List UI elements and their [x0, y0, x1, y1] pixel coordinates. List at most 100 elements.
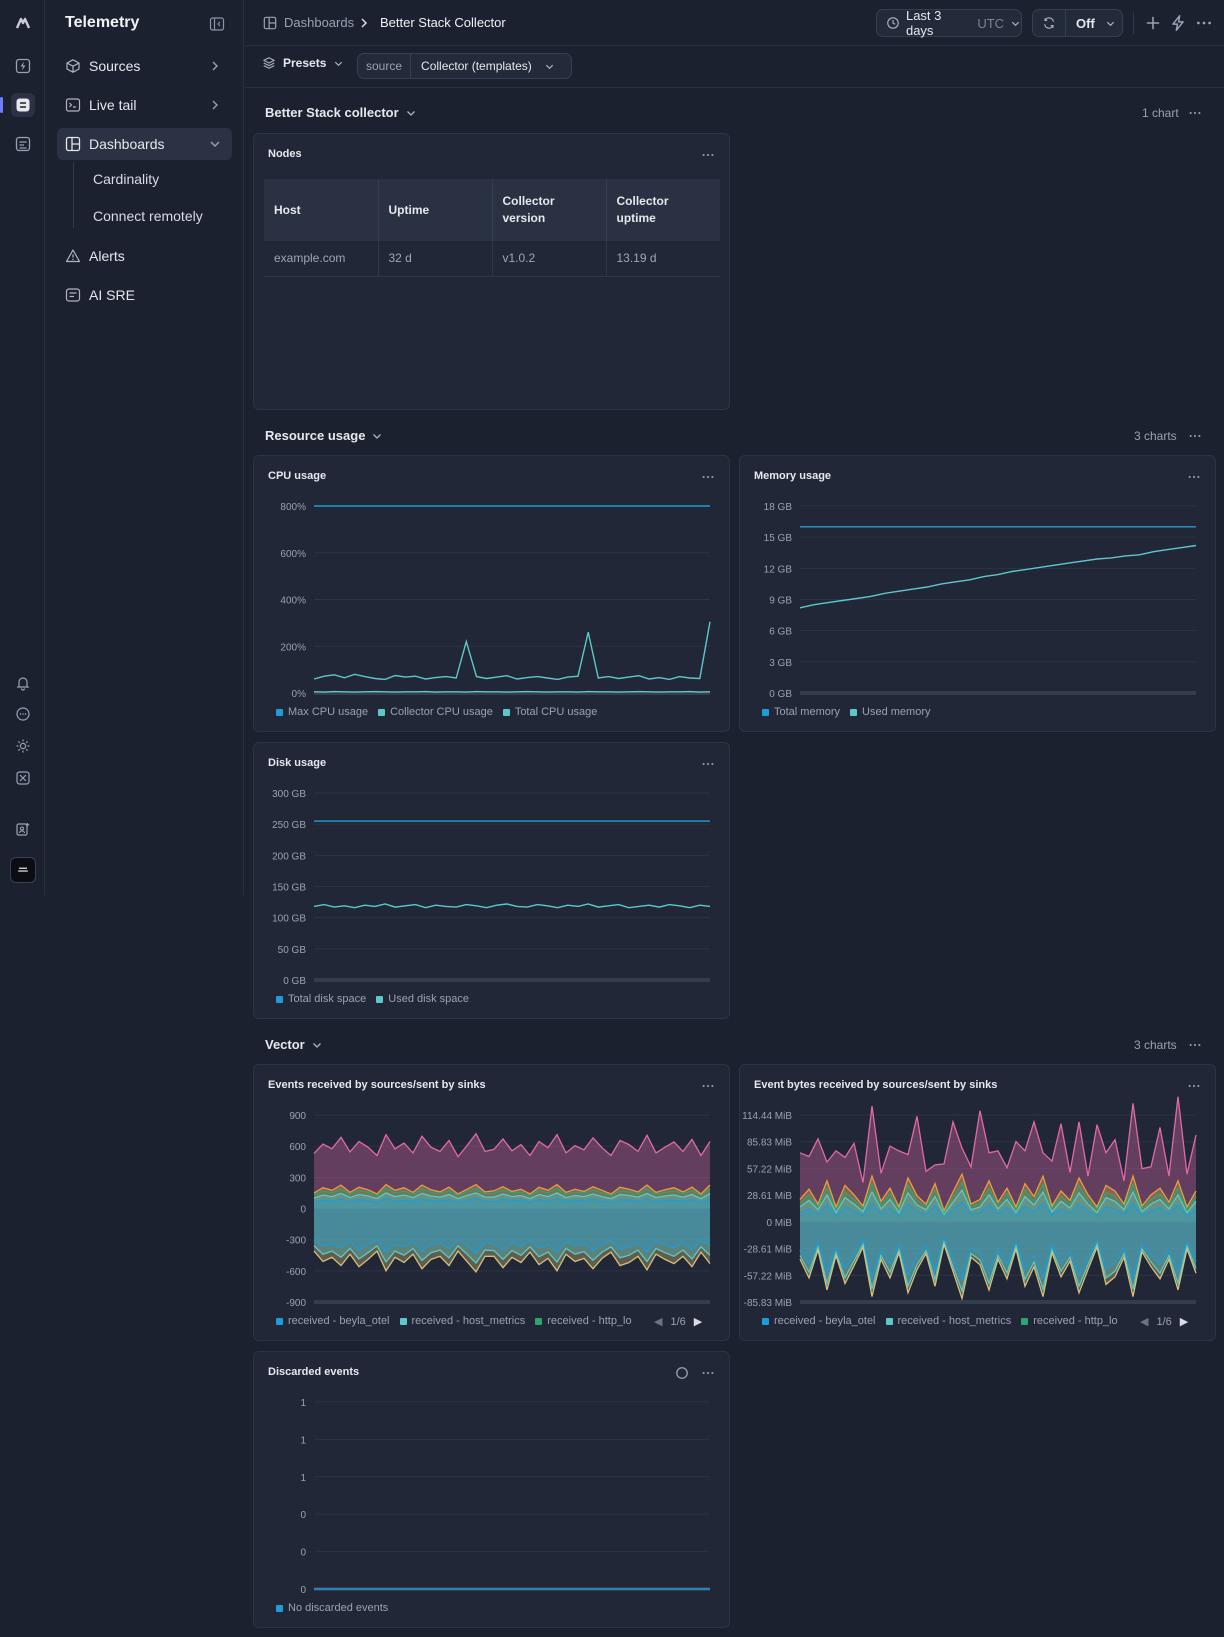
time-range-picker[interactable]: Last 3 days UTC: [876, 8, 1022, 38]
section-title: Vector: [265, 1037, 305, 1052]
more-options-icon[interactable]: [1195, 14, 1213, 32]
sidebar-item-live-tail[interactable]: Live tail: [57, 89, 232, 121]
legend-label: received - beyla_otel: [774, 1315, 876, 1327]
series-line: [313, 1244, 711, 1265]
legend-item[interactable]: Used memory: [850, 706, 931, 718]
betterstack-logo-icon[interactable]: [11, 11, 35, 35]
chevron-down-icon: [545, 64, 553, 69]
legend-item[interactable]: received - host_metrics: [885, 1315, 1011, 1327]
more-options-icon[interactable]: [1188, 106, 1202, 120]
source-filter-value: Collector (templates): [421, 59, 532, 73]
filter-bar: Presets source Collector (templates): [245, 46, 1224, 88]
legend-item[interactable]: Total disk space: [276, 993, 366, 1005]
legend-next-icon[interactable]: ▶: [693, 1316, 703, 1328]
refresh-control[interactable]: Off: [1032, 9, 1123, 37]
more-options-icon[interactable]: [1187, 470, 1201, 484]
series-line: [313, 1250, 711, 1274]
legend-next-icon[interactable]: ▶: [1179, 1316, 1189, 1328]
legend-swatch: [376, 995, 384, 1003]
more-options-icon[interactable]: [701, 470, 715, 484]
warning-triangle-icon: [65, 249, 81, 263]
legend-label: Total disk space: [288, 993, 367, 1005]
breadcrumb-dashboards[interactable]: Dashboards: [284, 15, 355, 30]
sidebar-item-alerts[interactable]: Alerts: [57, 240, 232, 272]
sidebar-item-label: AI SRE: [89, 287, 135, 303]
more-options-icon[interactable]: [1187, 1079, 1201, 1093]
chat-icon[interactable]: [11, 702, 35, 726]
sidebar-collapse-icon[interactable]: [209, 16, 225, 32]
legend-prev-icon[interactable]: ◀: [1140, 1316, 1149, 1328]
integrations-icon[interactable]: [11, 766, 35, 790]
y-tick-label: 0%: [292, 689, 307, 700]
sidebar-item-ai-sre[interactable]: AI SRE: [57, 279, 232, 311]
sidebar-subitem-connect-remotely[interactable]: Connect remotely: [93, 208, 203, 224]
more-options-icon[interactable]: [1188, 429, 1202, 443]
legend-item[interactable]: Total memory: [762, 706, 840, 718]
legend-label: Max CPU usage: [288, 706, 369, 718]
legend-prev-icon[interactable]: ◀: [654, 1316, 663, 1328]
series-line: [313, 690, 711, 693]
y-tick-label: 85.83 MiB: [747, 1138, 792, 1149]
panel-title: Disk usage: [268, 757, 327, 769]
legend-swatch: [762, 1317, 769, 1325]
invite-user-icon[interactable]: [11, 817, 35, 841]
table-row: example.com 32 d v1.0.2 13.19 d: [264, 241, 720, 277]
refresh-button[interactable]: [1033, 10, 1066, 36]
legend-item[interactable]: received - http_lo: [535, 1315, 632, 1327]
add-icon[interactable]: [1144, 14, 1162, 32]
more-options-icon[interactable]: [701, 148, 715, 162]
chevron-right-icon: [212, 61, 218, 71]
legend-label: Collector CPU usage: [390, 706, 493, 718]
sidebar-item-dashboards[interactable]: Dashboards: [57, 128, 232, 160]
legend-item[interactable]: received - beyla_otel: [762, 1315, 876, 1327]
y-tick-label: 9 GB: [769, 596, 792, 607]
legend-item[interactable]: Total CPU usage: [502, 706, 597, 718]
y-tick-label: 0: [300, 1510, 306, 1521]
y-tick-label: 57.22 MiB: [747, 1164, 792, 1175]
series-line: [313, 1192, 711, 1200]
legend-item[interactable]: received - host_metrics: [399, 1315, 525, 1327]
telemetry-icon[interactable]: [11, 93, 35, 117]
section-title: Resource usage: [265, 428, 366, 443]
team-avatar[interactable]: [10, 857, 36, 883]
sidebar-item-sources[interactable]: Sources: [57, 50, 232, 82]
legend-swatch: [276, 708, 283, 716]
section-header-resource[interactable]: Resource usage: [265, 428, 383, 443]
section-header-vector[interactable]: Vector: [265, 1037, 323, 1052]
legend-item[interactable]: received - beyla_otel: [276, 1315, 390, 1327]
y-tick-label: 250 GB: [272, 820, 306, 831]
presets-dropdown[interactable]: Presets: [262, 56, 344, 70]
main-content: Dashboards Better Stack Collector Last 3…: [245, 0, 1224, 1637]
y-tick-label: 1: [300, 1398, 306, 1409]
cpu-usage-panel: CPU usage 800% 600% 400% 200% 0% Max CPU usa…: [253, 455, 730, 732]
more-options-icon[interactable]: [701, 1366, 715, 1380]
y-tick-label: 100 GB: [272, 914, 306, 925]
legend-item[interactable]: received - http_lo: [1021, 1315, 1118, 1327]
series-area: [314, 1133, 710, 1209]
legend-item[interactable]: Used disk space: [376, 993, 469, 1005]
y-tick-label: 0: [300, 1548, 306, 1559]
source-filter-select[interactable]: source Collector (templates): [357, 53, 572, 79]
chevron-right-icon: [361, 18, 368, 28]
section-header-collector[interactable]: Better Stack collector: [265, 105, 417, 120]
series-area: [314, 1188, 710, 1209]
chevron-down-icon: [406, 110, 415, 116]
legend-item[interactable]: Max CPU usage: [276, 706, 368, 718]
y-tick-label: 6 GB: [769, 627, 792, 638]
more-options-icon[interactable]: [701, 757, 715, 771]
status-page-icon[interactable]: [11, 132, 35, 156]
y-tick-label: 600: [289, 1142, 306, 1153]
more-options-icon[interactable]: [701, 1079, 715, 1093]
sidebar-subitem-cardinality[interactable]: Cardinality: [93, 171, 160, 187]
legend-item[interactable]: Collector CPU usage: [378, 706, 493, 718]
more-options-icon[interactable]: [1188, 1038, 1202, 1052]
notifications-bell-icon[interactable]: [11, 671, 35, 695]
section-chart-count: 3 charts: [1134, 1038, 1177, 1052]
legend-swatch: [885, 1317, 893, 1325]
legend-item[interactable]: No discarded events: [276, 1602, 388, 1614]
uptime-lightning-icon[interactable]: [11, 54, 35, 78]
dashboard-grid-icon: [263, 16, 277, 30]
chart-legend: Total disk space Used disk space: [276, 993, 469, 1005]
lightning-icon[interactable]: [1169, 14, 1187, 32]
theme-sun-icon[interactable]: [11, 734, 35, 758]
